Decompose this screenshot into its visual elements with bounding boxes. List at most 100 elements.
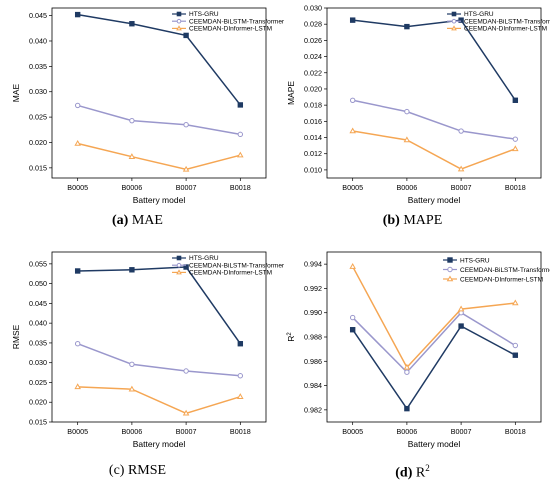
data-point <box>404 23 410 30</box>
y-tick-label: 0.035 <box>29 338 47 347</box>
y-tick-label: 0.982 <box>304 405 322 414</box>
series-ceemdan-bilstm-transformer <box>349 97 519 142</box>
legend-marker <box>176 18 182 24</box>
series-line <box>77 142 241 171</box>
legend: HTS-GRUCEEMDAN-BiLSTM-TransformerCEEMDAN… <box>443 257 550 284</box>
mae-caption: (a) MAE <box>0 213 275 229</box>
legend-marker <box>176 11 182 17</box>
y-tick-label: 0.035 <box>29 62 47 71</box>
series-hts-gru <box>349 17 519 103</box>
legend-label: HTS-GRU <box>189 255 219 262</box>
x-tick-label: B0005 <box>67 183 88 192</box>
data-point <box>349 314 356 321</box>
legend-label: HTS-GRU <box>464 11 494 18</box>
rmse-caption: (c) RMSE <box>0 463 275 479</box>
y-tick-label: 0.020 <box>29 398 47 407</box>
caption-sup: 2 <box>425 463 430 473</box>
legend-item: CEEMDAN-DInformer-LSTM <box>447 25 547 33</box>
data-point <box>512 97 519 103</box>
data-point <box>128 153 136 159</box>
data-point <box>74 341 81 347</box>
y-tick-label: 0.020 <box>29 138 47 147</box>
data-point <box>237 393 244 399</box>
y-tick-label: 0.050 <box>29 279 47 288</box>
legend-item: HTS-GRU <box>172 255 219 262</box>
series-line <box>77 13 241 106</box>
y-axis-title-sup: 2 <box>287 332 293 336</box>
y-axis: 0.982 0.984 0.986 0.988 0.990 0.992 0.994 <box>304 260 327 414</box>
plot-frame <box>326 7 542 179</box>
x-tick-label: B0007 <box>176 427 197 436</box>
plot-frame <box>51 7 267 179</box>
x-axis: B0005 B0006 B0007 B0018 <box>67 178 251 192</box>
y-tick-label: 0.015 <box>29 418 47 427</box>
data-point <box>183 264 189 270</box>
x-tick-label: B0018 <box>230 183 251 192</box>
series-ceemdan-bilstm-transformer <box>74 102 244 138</box>
data-point <box>512 136 519 142</box>
legend-label: CEEMDAN-DInformer-LSTM <box>464 26 547 33</box>
legend: HTS-GRUCEEMDAN-BiLSTM-TransformerCEEMDAN… <box>447 11 550 33</box>
rmse-chart: 0.015 0.020 0.025 0.030 0.035 0.040 0.045 0.050… <box>11 251 285 449</box>
x-tick-label: B0007 <box>451 427 472 436</box>
legend-marker <box>451 11 457 17</box>
data-point <box>458 128 464 134</box>
y-tick-label: 0.986 <box>304 357 322 366</box>
data-point <box>403 136 411 143</box>
x-axis-title: Battery model <box>133 439 186 449</box>
y-tick-label: 0.018 <box>304 101 322 110</box>
y-tick-label: 0.020 <box>304 84 322 93</box>
data-point <box>129 21 135 27</box>
data-point <box>237 373 244 379</box>
legend-item: CEEMDAN-BiLSTM-Transformer <box>172 262 285 269</box>
y-tick-label: 0.055 <box>29 259 47 268</box>
y-tick-label: 0.030 <box>29 87 47 96</box>
series-line <box>352 19 516 101</box>
mae-chart: 0.015 0.020 0.025 0.030 0.035 0.040 0.045 B0005… <box>11 7 285 205</box>
series-ceemdan-dinformer-lstm <box>349 263 519 370</box>
y-tick-label: 0.990 <box>304 308 322 317</box>
x-tick-label: B0007 <box>451 183 472 192</box>
y-tick-label: 0.045 <box>29 11 47 20</box>
x-tick-label: B0006 <box>396 183 417 192</box>
x-tick-label: B0006 <box>121 427 142 436</box>
data-point <box>183 122 189 128</box>
y-tick-label: 0.022 <box>304 68 322 77</box>
y-tick-label: 0.040 <box>29 36 47 45</box>
legend: HTS-GRUCEEMDAN-BiLSTM-TransformerCEEMDAN… <box>172 255 285 277</box>
legend-label: CEEMDAN-BiLSTM-Transformer <box>189 18 285 25</box>
panel-r2: 0.982 0.984 0.986 0.988 0.990 0.992 0.994 B0005… <box>275 244 550 487</box>
legend-marker <box>447 266 453 273</box>
data-point <box>349 127 356 134</box>
x-tick-label: B0005 <box>342 183 363 192</box>
x-axis: B0005 B0006 B0007 B0018 <box>67 422 251 436</box>
r2-chart: 0.982 0.984 0.986 0.988 0.990 0.992 0.994 B0005… <box>286 251 550 449</box>
data-point <box>457 165 465 172</box>
caption-letter: (a) <box>112 213 129 228</box>
legend: HTS-GRUCEEMDAN-BiLSTM-TransformerCEEMDAN… <box>172 11 285 33</box>
data-point <box>512 342 519 349</box>
data-point <box>349 17 356 23</box>
series-ceemdan-dinformer-lstm <box>349 127 519 172</box>
data-point <box>74 383 81 390</box>
legend-label: CEEMDAN-DInformer-LSTM <box>189 270 272 277</box>
legend-item: CEEMDAN-BiLSTM-Transformer <box>447 18 550 25</box>
legend-item: HTS-GRU <box>172 11 219 18</box>
data-point <box>237 341 244 347</box>
data-point <box>128 385 136 392</box>
x-axis: B0005 B0006 B0007 B0018 <box>342 178 526 192</box>
x-tick-label: B0006 <box>121 183 142 192</box>
data-point <box>349 327 356 333</box>
data-point <box>457 305 465 312</box>
x-axis-title: Battery model <box>133 195 186 205</box>
y-tick-label: 0.988 <box>304 333 322 342</box>
legend-marker <box>447 257 453 263</box>
legend-label: CEEMDAN-BiLSTM-Transformer <box>464 18 550 25</box>
series-line <box>352 325 516 410</box>
data-point <box>237 131 244 138</box>
series-ceemdan-bilstm-transformer <box>74 341 244 379</box>
y-tick-label: 0.024 <box>304 52 322 61</box>
panel-mape: 0.010 0.012 0.014 0.016 0.018 0.020 0.022 0.024… <box>275 0 550 243</box>
series-hts-gru <box>74 11 244 108</box>
data-point <box>74 11 81 18</box>
